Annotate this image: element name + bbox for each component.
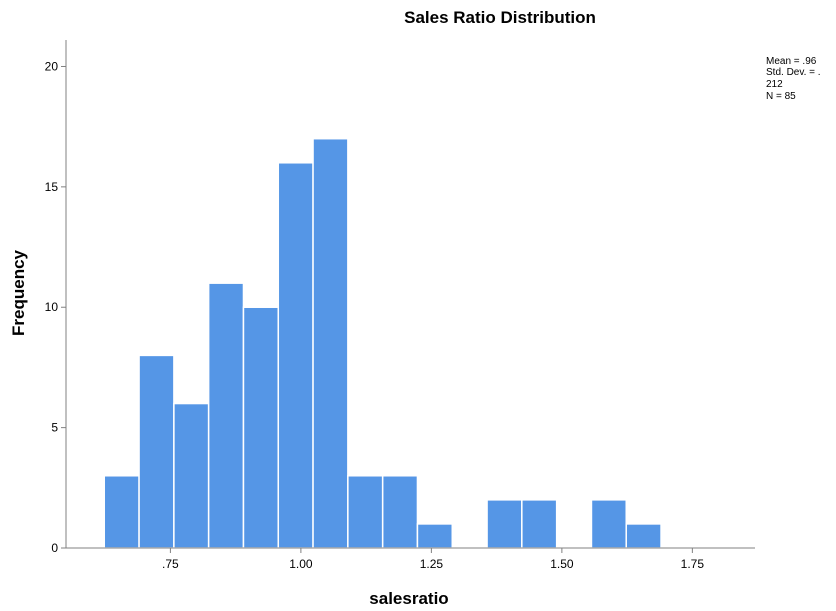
chart-title: Sales Ratio Distribution (404, 8, 596, 27)
histogram-bar (103, 475, 140, 549)
y-tick-label: 5 (51, 421, 58, 435)
stats-n: N = 85 (766, 91, 796, 102)
histogram-bar (486, 499, 523, 549)
histogram-bar (347, 475, 384, 549)
x-tick-label: .75 (162, 557, 179, 571)
y-tick-label: 0 (51, 541, 58, 555)
x-tick-label: 1.50 (550, 557, 574, 571)
bars-group (103, 137, 662, 549)
histogram-bar (207, 282, 245, 549)
y-axis-label: Frequency (9, 249, 28, 336)
histogram-bar (277, 162, 314, 549)
stats-legend: Mean = .96 Std. Dev. = . 212 N = 85 (766, 56, 821, 102)
stats-mean: Mean = .96 (766, 56, 817, 67)
histogram-bar (416, 523, 454, 549)
stats-std-dev-value: 212 (766, 79, 783, 90)
y-tick-label: 10 (45, 300, 59, 314)
histogram-bar (521, 499, 558, 549)
histogram-bar (242, 306, 280, 549)
histogram-bar (173, 402, 210, 549)
histogram-bar (590, 499, 627, 549)
stats-std-dev: Std. Dev. = . (766, 67, 821, 78)
x-tick-label: 1.75 (681, 557, 705, 571)
x-ticks-group: .75 1.00 1.25 1.50 1.75 (162, 548, 704, 571)
y-tick-label: 15 (45, 180, 59, 194)
histogram-bar (381, 475, 419, 549)
histogram-bar (625, 523, 662, 549)
histogram-bar (312, 137, 349, 549)
x-tick-label: 1.00 (289, 557, 313, 571)
y-ticks-group: 0 5 10 15 20 (45, 59, 66, 555)
x-axis-label: salesratio (369, 589, 448, 608)
histogram-bar (138, 354, 175, 549)
x-tick-label: 1.25 (420, 557, 444, 571)
y-tick-label: 20 (45, 59, 59, 73)
